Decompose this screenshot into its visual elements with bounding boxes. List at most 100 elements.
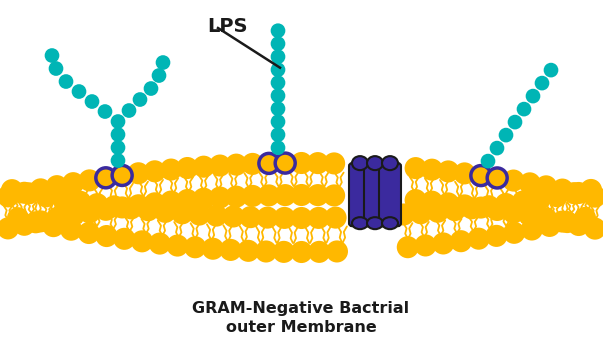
Circle shape <box>60 75 72 88</box>
Circle shape <box>411 203 431 223</box>
Circle shape <box>271 50 285 63</box>
Ellipse shape <box>382 217 398 229</box>
Circle shape <box>451 231 471 251</box>
Circle shape <box>438 161 458 181</box>
Circle shape <box>80 170 99 190</box>
Circle shape <box>585 186 603 207</box>
Circle shape <box>86 95 98 108</box>
Circle shape <box>19 183 39 203</box>
Circle shape <box>133 93 147 106</box>
Circle shape <box>504 171 523 190</box>
Circle shape <box>79 223 99 243</box>
Circle shape <box>61 220 81 240</box>
Circle shape <box>36 186 56 206</box>
Ellipse shape <box>367 156 383 170</box>
Circle shape <box>428 202 448 222</box>
Circle shape <box>569 183 589 203</box>
Circle shape <box>189 204 209 225</box>
Ellipse shape <box>352 217 368 229</box>
Circle shape <box>112 197 132 217</box>
Ellipse shape <box>352 156 368 170</box>
Circle shape <box>536 176 556 196</box>
Circle shape <box>479 196 499 216</box>
Circle shape <box>309 242 329 262</box>
Circle shape <box>257 208 277 228</box>
Circle shape <box>275 185 295 205</box>
Circle shape <box>513 192 533 212</box>
Ellipse shape <box>382 156 398 170</box>
Circle shape <box>47 176 67 196</box>
Circle shape <box>112 128 124 141</box>
Circle shape <box>115 229 134 249</box>
Circle shape <box>291 153 312 173</box>
Circle shape <box>552 180 572 199</box>
Circle shape <box>72 85 86 98</box>
Ellipse shape <box>367 217 383 229</box>
Circle shape <box>308 185 328 205</box>
Circle shape <box>291 208 312 228</box>
Circle shape <box>504 223 524 243</box>
Circle shape <box>309 208 329 228</box>
Circle shape <box>552 212 572 231</box>
Circle shape <box>203 239 223 259</box>
Circle shape <box>324 185 344 206</box>
Circle shape <box>238 241 258 261</box>
Circle shape <box>206 206 226 226</box>
Circle shape <box>308 153 328 173</box>
Circle shape <box>49 62 63 75</box>
Circle shape <box>31 211 51 231</box>
Circle shape <box>161 192 181 212</box>
Circle shape <box>327 242 347 261</box>
Circle shape <box>43 216 63 236</box>
Circle shape <box>80 202 99 222</box>
Circle shape <box>259 153 279 174</box>
Circle shape <box>177 158 197 178</box>
Circle shape <box>128 163 148 183</box>
FancyBboxPatch shape <box>349 163 371 226</box>
Circle shape <box>185 237 205 257</box>
Circle shape <box>145 193 165 213</box>
Circle shape <box>96 226 116 246</box>
Circle shape <box>221 240 241 260</box>
Circle shape <box>194 157 213 177</box>
Circle shape <box>223 207 244 226</box>
Circle shape <box>406 158 426 178</box>
Circle shape <box>422 160 442 180</box>
Circle shape <box>112 154 124 167</box>
Circle shape <box>471 198 491 217</box>
Circle shape <box>2 180 22 200</box>
Circle shape <box>271 24 285 37</box>
Circle shape <box>226 186 246 207</box>
Circle shape <box>508 116 522 129</box>
Text: LPS: LPS <box>207 17 247 36</box>
Circle shape <box>172 203 192 223</box>
Text: GRAM-Negative Bactrial: GRAM-Negative Bactrial <box>192 301 409 315</box>
Circle shape <box>406 190 426 210</box>
Circle shape <box>138 200 158 220</box>
Circle shape <box>487 200 507 220</box>
Circle shape <box>128 195 148 215</box>
Circle shape <box>242 154 262 174</box>
Circle shape <box>242 186 262 206</box>
Circle shape <box>8 208 28 228</box>
Circle shape <box>0 219 18 238</box>
Circle shape <box>455 163 475 183</box>
Circle shape <box>499 129 513 141</box>
FancyBboxPatch shape <box>364 163 386 226</box>
Circle shape <box>112 115 124 128</box>
Circle shape <box>526 90 540 103</box>
Circle shape <box>161 159 181 180</box>
Circle shape <box>471 166 491 186</box>
Circle shape <box>585 219 603 239</box>
Circle shape <box>394 204 414 225</box>
Circle shape <box>564 183 584 203</box>
Circle shape <box>98 105 112 118</box>
Circle shape <box>557 212 577 232</box>
Circle shape <box>31 179 51 199</box>
Circle shape <box>47 208 67 228</box>
Circle shape <box>445 200 465 220</box>
Circle shape <box>112 141 124 154</box>
Circle shape <box>96 168 116 188</box>
Circle shape <box>112 166 132 185</box>
Circle shape <box>490 141 504 154</box>
